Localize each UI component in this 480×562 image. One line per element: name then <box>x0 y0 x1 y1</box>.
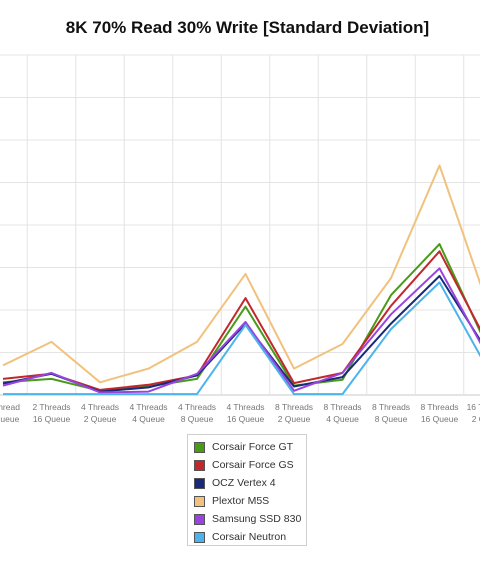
legend-swatch <box>194 513 205 525</box>
legend-label: Corsair Neutron <box>212 531 287 543</box>
x-tick-label: 8 Threads 8 Queue <box>372 402 410 424</box>
series-line-2 <box>2 275 480 393</box>
legend: Corsair Force GT Corsair Force GS OCZ Vert… <box>187 434 307 546</box>
x-tick-label: 2 Threads 16 Queue <box>32 402 70 424</box>
legend-label: Samsung SSD 830 <box>212 513 302 525</box>
legend-label: Corsair Force GT <box>212 441 294 453</box>
grid <box>0 54 480 396</box>
legend-item: Corsair Force GS <box>194 456 306 474</box>
x-tick-label: 4 Threads 2 Queue <box>81 402 119 424</box>
series-lines <box>2 164 480 396</box>
series-line-5 <box>3 281 480 396</box>
x-tick-label: 4 Threads 4 Queue <box>129 402 167 424</box>
legend-item: Samsung SSD 830 <box>194 510 306 528</box>
x-tick-label: 1 Thread2 Queue <box>0 402 20 424</box>
legend-label: Corsair Force GS <box>212 459 294 471</box>
series-line-0 <box>2 243 480 392</box>
x-tick-label: 8 Threads 2 Queue <box>275 402 313 424</box>
legend-swatch <box>194 441 205 453</box>
legend-swatch <box>194 477 205 489</box>
legend-label: OCZ Vertex 4 <box>212 477 276 489</box>
legend-item: Corsair Force GT <box>194 438 306 456</box>
legend-label: Plextor M5S <box>212 495 270 507</box>
legend-swatch <box>194 495 205 507</box>
legend-item: Corsair Neutron <box>194 528 306 546</box>
chart-title: 8K 70% Read 30% Write [Standard Deviatio… <box>65 18 430 37</box>
x-tick-label: 8 Threads 4 Queue <box>323 402 361 424</box>
series-line-4 <box>2 267 480 394</box>
legend-item: OCZ Vertex 4 <box>194 474 306 492</box>
series-line-3 <box>2 164 480 384</box>
legend-swatch <box>194 459 205 471</box>
legend-swatch <box>194 531 205 543</box>
x-tick-label: 4 Threads 8 Queue <box>178 402 216 424</box>
x-tick-label: 4 Threads 16 Queue <box>226 402 264 424</box>
x-tick-label: 8 Threads 16 Queue <box>420 402 458 424</box>
series-line-1 <box>2 250 480 391</box>
legend-item: Plextor M5S <box>194 492 306 510</box>
